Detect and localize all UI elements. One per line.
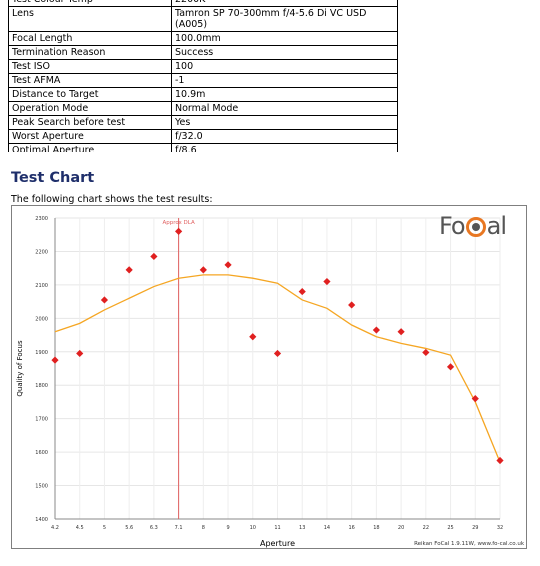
x-tick-label: 6.3 bbox=[150, 525, 158, 531]
chart-intro-text: The following chart shows the test resul… bbox=[11, 194, 213, 205]
row-key: Test ISO bbox=[8, 59, 172, 74]
row-key: Worst Aperture bbox=[8, 129, 172, 144]
data-point bbox=[224, 261, 232, 269]
x-tick-label: 32 bbox=[497, 525, 503, 531]
x-axis-title: Aperture bbox=[260, 539, 295, 548]
data-point bbox=[273, 349, 282, 358]
row-key: Lens bbox=[8, 6, 172, 32]
row-value: Yes bbox=[171, 115, 398, 130]
row-key: Optimal Aperture bbox=[8, 143, 172, 152]
x-tick-label: 8 bbox=[202, 525, 205, 531]
row-value: -1 bbox=[171, 73, 398, 88]
data-point bbox=[125, 266, 133, 274]
table-row: Operation Mode Normal Mode bbox=[8, 101, 398, 116]
focal-logo: Fo al bbox=[438, 212, 507, 240]
results-table-container: Test Colour Temp2200KLensTamron SP 70-30… bbox=[8, 0, 398, 152]
y-tick-label: 2100 bbox=[35, 283, 48, 289]
x-tick-label: 25 bbox=[447, 525, 453, 531]
data-point bbox=[51, 356, 59, 364]
results-table: Test Colour Temp2200KLensTamron SP 70-30… bbox=[8, 0, 398, 152]
table-row: Focal Length 100.0mm bbox=[8, 31, 398, 46]
x-tick-label: 7.1 bbox=[175, 525, 183, 531]
row-value: Normal Mode bbox=[171, 101, 398, 116]
row-value: 100 bbox=[171, 59, 398, 74]
x-tick-label: 4.2 bbox=[51, 525, 59, 531]
row-key: Focal Length bbox=[8, 31, 172, 46]
table-row: Optimal Aperture f/8.6 bbox=[8, 143, 398, 152]
row-key: Operation Mode bbox=[8, 101, 172, 116]
y-tick-label: 2300 bbox=[35, 216, 48, 222]
table-row: Lens Tamron SP 70-300mm f/4-5.6 Di VC USD… bbox=[8, 6, 398, 32]
logo-text-prefix: Fo bbox=[438, 212, 466, 240]
x-tick-label: 9 bbox=[226, 525, 229, 531]
data-point bbox=[175, 227, 183, 235]
x-tick-label: 22 bbox=[423, 525, 429, 531]
table-row: Peak Search before test Yes bbox=[8, 115, 398, 130]
y-tick-label: 1400 bbox=[35, 517, 48, 523]
row-key: Distance to Target bbox=[8, 87, 172, 102]
row-value: Success bbox=[171, 45, 398, 60]
y-axis-title: Quality of Focus bbox=[16, 340, 24, 397]
y-tick-label: 1900 bbox=[35, 350, 48, 356]
x-tick-label: 20 bbox=[398, 525, 404, 531]
y-tick-label: 2200 bbox=[35, 249, 48, 255]
data-point bbox=[397, 328, 405, 336]
data-point bbox=[76, 349, 84, 358]
x-tick-label: 29 bbox=[472, 525, 478, 531]
data-point bbox=[422, 348, 430, 357]
x-tick-label: 5 bbox=[103, 525, 106, 531]
x-tick-label: 18 bbox=[373, 525, 379, 531]
row-key: Termination Reason bbox=[8, 45, 172, 60]
data-point bbox=[150, 252, 158, 261]
row-key: Peak Search before test bbox=[8, 115, 172, 130]
data-point bbox=[372, 326, 380, 334]
y-tick-label: 2000 bbox=[35, 316, 48, 322]
row-value: 10.9m bbox=[171, 87, 398, 102]
x-tick-label: 5.6 bbox=[125, 525, 133, 531]
x-tick-label: 14 bbox=[324, 525, 330, 531]
y-tick-label: 1800 bbox=[35, 383, 48, 389]
x-tick-label: 16 bbox=[348, 525, 354, 531]
row-value: f/8.6 bbox=[171, 143, 398, 152]
data-point bbox=[323, 277, 331, 286]
table-row: Termination Reason Success bbox=[8, 45, 398, 60]
y-tick-label: 1700 bbox=[35, 417, 48, 423]
data-point bbox=[348, 301, 356, 309]
x-tick-label: 4.5 bbox=[76, 525, 84, 531]
table-row: Test ISO 100 bbox=[8, 59, 398, 74]
data-point bbox=[100, 296, 109, 304]
test-chart: 1400 1500 1600 1700 1800 1900 2000 2100 2200 2300… bbox=[11, 205, 527, 549]
row-value: 100.0mm bbox=[171, 31, 398, 46]
x-tick-label: 13 bbox=[299, 525, 305, 531]
dla-label: Approx DLA bbox=[162, 220, 195, 226]
data-point bbox=[298, 287, 306, 296]
data-point bbox=[249, 333, 257, 341]
data-point bbox=[446, 363, 455, 371]
y-tick-label: 1500 bbox=[35, 484, 48, 490]
y-tick-label: 1600 bbox=[35, 450, 48, 456]
section-title: Test Chart bbox=[11, 170, 95, 186]
x-tick-label: 10 bbox=[250, 525, 256, 531]
table-row: Distance to Target 10.9m bbox=[8, 87, 398, 102]
logo-lens-icon bbox=[465, 217, 486, 237]
row-value: Tamron SP 70-300mm f/4-5.6 Di VC USD (A0… bbox=[171, 6, 398, 32]
row-key: Test AFMA bbox=[8, 73, 172, 88]
logo-text-suffix: al bbox=[486, 212, 507, 240]
footer-credit: Reikan FoCal 1.9.11W, www.fo-cal.co.uk bbox=[414, 541, 524, 547]
table-row: Test AFMA -1 bbox=[8, 73, 398, 88]
table-row: Worst Aperture f/32.0 bbox=[8, 129, 398, 144]
x-tick-label: 11 bbox=[274, 525, 280, 531]
data-point bbox=[496, 456, 504, 465]
fit-curve bbox=[54, 274, 501, 463]
data-point bbox=[199, 266, 207, 274]
row-value: f/32.0 bbox=[171, 129, 398, 144]
chart-svg: 1400 1500 1600 1700 1800 1900 2000 2100 2200 2300… bbox=[16, 216, 504, 548]
